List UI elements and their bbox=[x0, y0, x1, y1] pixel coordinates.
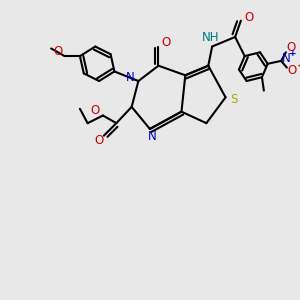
Text: +: + bbox=[289, 49, 296, 58]
Text: N: N bbox=[281, 52, 290, 65]
Text: O: O bbox=[286, 41, 295, 54]
Text: N: N bbox=[147, 130, 156, 143]
Text: S: S bbox=[230, 93, 238, 106]
Text: O: O bbox=[94, 134, 104, 147]
Text: O: O bbox=[244, 11, 253, 24]
Text: -: - bbox=[297, 61, 300, 71]
Text: NH: NH bbox=[202, 32, 219, 44]
Text: O: O bbox=[287, 64, 296, 77]
Text: O: O bbox=[53, 45, 62, 58]
Text: O: O bbox=[91, 104, 100, 117]
Text: N: N bbox=[126, 71, 135, 84]
Text: O: O bbox=[161, 36, 171, 49]
